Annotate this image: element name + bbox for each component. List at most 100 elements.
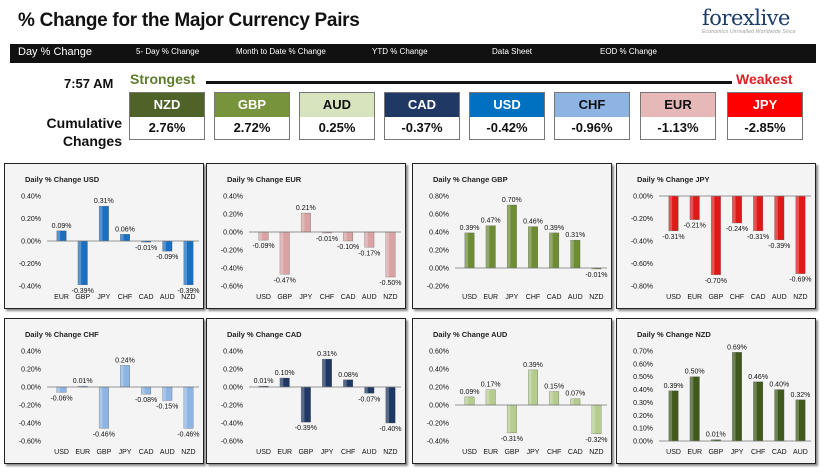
data-label: 0.08% [338, 372, 358, 379]
x-tick-label: CAD [568, 449, 583, 456]
y-tick-label: 0.00% [223, 230, 243, 237]
data-label: -0.31% [747, 234, 769, 241]
x-tick-label: USD [666, 294, 681, 301]
x-tick-label: NZD [793, 294, 807, 301]
data-label: -0.09% [156, 254, 178, 261]
y-tick-label: -0.80% [631, 284, 653, 291]
chart-title: Daily % Change AUD [433, 330, 508, 339]
bar-shine [711, 439, 715, 441]
pair-name: CAD [385, 93, 459, 117]
x-tick-label: AUD [362, 449, 377, 456]
bar-shine [343, 232, 347, 241]
bar-shine [485, 225, 490, 268]
bar-shine [56, 230, 61, 241]
x-tick-label: JPY [119, 449, 132, 456]
y-tick-label: 0.40% [223, 194, 243, 201]
data-label: 0.39% [664, 383, 684, 390]
x-tick-label: USD [256, 294, 271, 301]
data-label: -0.01% [135, 245, 157, 252]
x-tick-label: NZD [181, 294, 195, 301]
y-tick-label: 0.00% [21, 385, 41, 392]
nav-day-change[interactable]: Day % Change [18, 46, 92, 58]
nav-mtd-change[interactable]: Month to Date % Change [236, 47, 326, 56]
chart-title: Daily % Change GBP [433, 175, 508, 184]
data-label: 0.70% [502, 197, 522, 204]
bar-shine [591, 405, 596, 434]
bar-shine [753, 381, 757, 441]
logo-text: forexlive [702, 6, 790, 30]
x-tick-label: EUR [54, 294, 69, 301]
x-tick-label: CHF [730, 294, 744, 301]
pair-value: -2.85% [744, 120, 786, 135]
bar-shine [689, 376, 694, 441]
y-tick-label: 0.20% [429, 248, 449, 255]
bar-shine [258, 232, 263, 241]
pair-name: EUR [641, 93, 715, 117]
data-label: 0.15% [544, 384, 564, 391]
bar-shine [732, 196, 736, 223]
data-label: -0.09% [252, 243, 274, 250]
y-tick-label: 0.40% [21, 349, 41, 356]
cumulative-label-line1: Cumulative [46, 115, 122, 131]
x-tick-label: JPY [321, 449, 334, 456]
data-label: 0.46% [523, 219, 543, 226]
chart-svg: Daily % Change CHF -0.60% -0.40% -0.20% 0.00… [19, 330, 200, 456]
y-tick-label: 0.30% [633, 400, 653, 407]
data-label: 0.10% [275, 370, 295, 377]
bar-shine [668, 196, 673, 231]
data-label: -0.39% [177, 288, 199, 295]
x-tick-label: AUD [160, 449, 175, 456]
pair-value: 0.25% [318, 120, 356, 135]
data-label: -0.06% [50, 395, 72, 402]
chart-panel-usd: Daily % Change USD -0.40% -0.20% 0.00% 0.20%… [4, 163, 204, 309]
data-label: 0.39% [544, 225, 564, 232]
data-label: -0.31% [501, 436, 523, 443]
y-tick-label: -0.40% [631, 239, 653, 246]
bar-shine [689, 196, 694, 220]
data-label: 0.39% [460, 225, 480, 232]
x-tick-label: CAD [772, 449, 787, 456]
data-label: -0.24% [726, 226, 748, 233]
bar-shine [774, 196, 778, 240]
data-label: 0.01% [73, 378, 93, 385]
strongest-label: Strongest [130, 71, 196, 87]
x-tick-label: GBP [504, 449, 519, 456]
y-tick-label: -0.40% [221, 421, 243, 428]
nav-5day-change[interactable]: 5- Day % Change [136, 47, 200, 56]
pair-value: 2.72% [233, 120, 271, 135]
bar-shine [753, 196, 757, 231]
y-tick-label: 0.40% [223, 349, 243, 356]
x-tick-label: GBP [75, 294, 90, 301]
y-tick-label: 0.40% [429, 367, 449, 374]
pair-box-cad: CAD -0.37% [384, 92, 460, 140]
data-label: 0.47% [481, 218, 501, 225]
cumulative-label: Cumulative Changes [26, 114, 122, 150]
nav-ytd-change[interactable]: YTD % Change [372, 47, 428, 56]
data-label: -0.40% [379, 426, 401, 433]
bar-shine [322, 232, 326, 233]
pair-name: NZD [130, 93, 204, 117]
data-label: 0.32% [790, 392, 810, 399]
x-tick-label: CAD [547, 294, 562, 301]
x-tick-label: AUD [362, 294, 377, 301]
pair-name: GBP [215, 93, 289, 117]
chart-svg: Daily % Change JPY -0.80% -0.60% -0.40% -0.2… [631, 175, 812, 301]
forexlive-logo[interactable]: forexlive Economics Unrivalled Worldwide… [702, 6, 812, 40]
bar-shine [464, 232, 469, 268]
x-tick-label: JPY [731, 449, 744, 456]
bar-shine [183, 241, 188, 285]
chart-svg: Daily % Change USD -0.40% -0.20% 0.00% 0.20%… [19, 175, 200, 301]
y-tick-label: -0.20% [19, 403, 41, 410]
x-tick-label: EUR [75, 449, 90, 456]
data-label: 0.40% [769, 382, 789, 389]
chart-svg: Daily % Change EUR -0.60% -0.40% -0.20% 0.00… [221, 175, 402, 301]
page-header: % Change for the Major Currency Pairs fo… [0, 0, 826, 44]
nav-data-sheet[interactable]: Data Sheet [492, 47, 533, 56]
data-label: -0.46% [177, 431, 199, 438]
y-tick-label: 0.60% [429, 349, 449, 356]
y-tick-label: 0.50% [633, 374, 653, 381]
bar-shine [464, 396, 469, 405]
y-tick-label: -0.40% [221, 266, 243, 273]
pair-value: 2.76% [148, 120, 186, 135]
nav-eod-change[interactable]: EOD % Change [600, 47, 657, 56]
